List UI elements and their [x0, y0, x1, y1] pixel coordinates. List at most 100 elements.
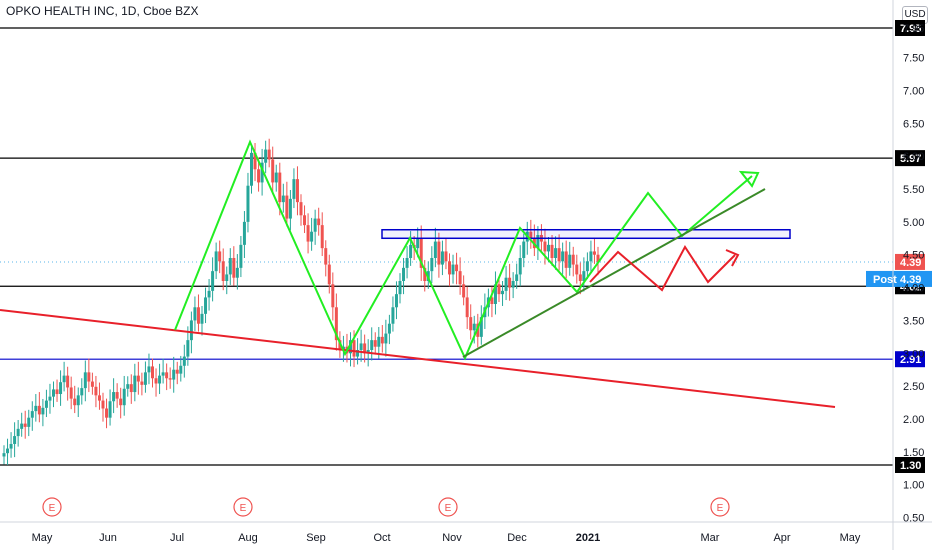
level-badge-label: 2.91 [900, 354, 921, 366]
candle-body [27, 417, 31, 427]
candle-body [115, 392, 119, 399]
candle-body [497, 284, 501, 295]
candle-body [108, 401, 112, 418]
drawings [0, 139, 836, 408]
candle-body [207, 290, 211, 298]
candle-body [122, 388, 126, 406]
time-label: Apr [773, 532, 790, 544]
candle-body [228, 258, 232, 275]
earnings-marker-icon[interactable]: E [710, 497, 730, 517]
candle-body [285, 195, 289, 219]
earnings-marker-icon[interactable]: E [438, 497, 458, 517]
candle-body [218, 251, 222, 262]
time-label: Dec [507, 532, 527, 544]
candles [2, 138, 600, 465]
candle-body [529, 231, 533, 239]
candle-body [458, 271, 462, 285]
time-label: Oct [373, 532, 390, 544]
last-price-badge [895, 253, 925, 270]
candle-body [221, 261, 225, 281]
candle-body [472, 323, 476, 331]
candle-body [303, 215, 307, 226]
candle-body [469, 317, 473, 331]
price-tick-label: 0.50 [903, 513, 924, 525]
level-badge [895, 20, 925, 36]
candle-body [320, 225, 324, 249]
candle-body [518, 258, 522, 275]
candle-body [214, 251, 218, 272]
candle-body [405, 258, 409, 268]
candle-body [391, 307, 395, 324]
candle-body [402, 267, 406, 281]
candle-body [59, 382, 63, 395]
candle-body [119, 398, 123, 406]
price-tick-label: 4.50 [903, 250, 924, 262]
candle-body [331, 284, 335, 308]
earnings-marker-icon[interactable]: E [42, 497, 62, 517]
candle-body [73, 398, 77, 406]
candle-body [30, 411, 34, 418]
time-label: Jun [99, 532, 117, 544]
rising-trendline [462, 188, 766, 358]
candle-body [278, 172, 282, 203]
candle-body [143, 372, 147, 385]
candle-body [462, 284, 466, 298]
candle-body [324, 248, 328, 265]
candle-body [253, 152, 257, 170]
candle-body [568, 254, 572, 268]
zigzag-arrowhead [738, 170, 760, 188]
candle-body [83, 372, 87, 389]
candle-body [571, 254, 575, 265]
candle-body [34, 405, 38, 412]
candle-body [356, 350, 360, 357]
candle-body [394, 294, 398, 308]
candle-body [90, 381, 94, 387]
price-tick-label: 5.50 [903, 184, 924, 196]
price-tick-label: 7.50 [903, 53, 924, 65]
candle-body [419, 238, 423, 268]
candle-body [299, 202, 303, 216]
candle-body [69, 387, 73, 399]
earnings-marker-circle [233, 497, 253, 517]
candle-body [465, 297, 469, 318]
candle-body [554, 248, 558, 258]
candle-body [94, 386, 98, 396]
candle-body [161, 372, 165, 376]
candle-body [6, 448, 10, 454]
earnings-marker-label: E [445, 503, 452, 514]
candle-body [172, 369, 176, 380]
candle-body [264, 149, 268, 163]
candle-body [168, 378, 172, 380]
candle-body [186, 340, 190, 357]
candle-body [578, 274, 582, 281]
candle-body [133, 375, 137, 393]
candle-body [16, 428, 20, 437]
candle-body [490, 297, 494, 304]
time-label: May [32, 532, 53, 544]
price-tick-label: 1.50 [903, 447, 924, 459]
candle-body [295, 179, 299, 203]
time-label: Aug [238, 532, 258, 544]
time-label: May [840, 532, 861, 544]
chart-title: OPKO HEALTH INC, 1D, Cboe BZX [6, 4, 199, 18]
candle-body [557, 248, 561, 262]
candle-body [564, 251, 568, 268]
earnings-marker-icon[interactable]: E [233, 497, 253, 517]
candle-body [352, 340, 356, 357]
price-tick-label: 2.00 [903, 414, 924, 426]
candle-body [87, 372, 91, 382]
candle-body [479, 317, 483, 337]
candle-body [189, 320, 193, 341]
candle-body [41, 407, 45, 415]
candle-body [136, 375, 140, 382]
candle-body [55, 389, 59, 395]
candle-body [225, 274, 229, 281]
candle-body [200, 313, 204, 324]
candle-body [48, 396, 52, 401]
candle-body [313, 218, 317, 232]
candle-body [423, 267, 427, 281]
post-label: Post [873, 274, 897, 286]
candle-body [260, 162, 264, 183]
